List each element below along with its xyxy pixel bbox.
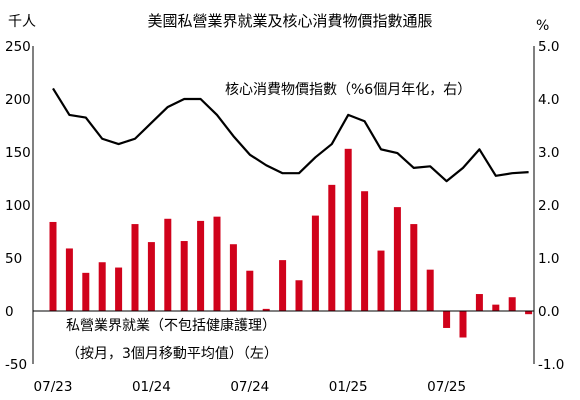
bar-08/25: [459, 311, 467, 338]
left-tick-label: -50: [5, 357, 27, 373]
bar-09/24: [279, 260, 287, 311]
bar-12/24: [328, 184, 336, 311]
right-tick-label: 2.0: [538, 198, 559, 214]
bar-05/24: [213, 216, 221, 311]
bar-series: [49, 148, 533, 338]
x-tick-label: 01/25: [329, 379, 368, 395]
x-tick-label: 07/25: [427, 379, 466, 395]
bar-11/24: [311, 215, 319, 311]
bar-04/24: [197, 220, 205, 311]
left-axis-ticks: 250 200 150 100 50 0 -50: [5, 39, 31, 373]
chart-title: 美國私營業界就業及核心消費物價指數通脹: [147, 12, 432, 30]
right-axis-unit: %: [536, 18, 549, 34]
left-axis-unit: 千人: [8, 14, 36, 30]
left-tick-label: 0: [5, 304, 14, 320]
bar-series-label-line1: 私營業界就業（不包括健康護理）: [66, 317, 276, 334]
bar-07/24: [246, 270, 254, 311]
bar-04/25: [393, 207, 401, 311]
bar-11/23: [115, 267, 123, 311]
bar-08/23: [65, 248, 73, 311]
right-tick-label: 1.0: [538, 251, 559, 267]
left-tick-label: 100: [5, 198, 31, 214]
bar-01/25: [344, 148, 352, 311]
bar-03/24: [180, 241, 188, 311]
bar-10/24: [295, 280, 303, 311]
left-tick-label: 200: [5, 92, 31, 108]
x-tick-label: 01/24: [132, 379, 171, 395]
right-tick-label: 4.0: [538, 92, 559, 108]
right-tick-label: 5.0: [538, 39, 559, 55]
bar-03/25: [377, 250, 385, 311]
bar-02/25: [361, 191, 369, 311]
bar-05/25: [410, 224, 418, 311]
left-tick-label: 250: [5, 39, 31, 55]
right-tick-label: 3.0: [538, 145, 559, 161]
bar-06/25: [426, 269, 434, 311]
bar-07/25: [443, 311, 451, 328]
bar-07/23: [49, 221, 57, 311]
bar-08/24: [262, 308, 270, 311]
core-cpi-line: [52, 87, 529, 183]
left-tick-label: 50: [5, 251, 22, 267]
bar-02/24: [164, 218, 172, 311]
right-tick-label: 0.0: [538, 304, 559, 320]
x-axis-ticks: 07/23 01/24 07/24 01/25 07/25: [34, 379, 467, 395]
x-tick-label: 07/24: [230, 379, 269, 395]
bar-10/23: [98, 262, 106, 311]
bar-11/25: [508, 297, 516, 311]
right-axis-ticks: 5.0 4.0 3.0 2.0 1.0 0.0 -1.0: [538, 39, 564, 373]
bar-series-label-line2: （按月，3個月移動平均值）（左）: [66, 346, 278, 362]
bar-10/25: [492, 304, 500, 311]
bar-09/23: [82, 272, 90, 311]
bar-01/24: [147, 242, 155, 311]
line-series-label: 核心消費物價指數（%6個月年化，右）: [225, 81, 471, 98]
bar-09/25: [475, 294, 483, 311]
left-tick-label: 150: [5, 145, 31, 161]
x-tick-label: 07/23: [34, 379, 73, 395]
bar-06/24: [229, 244, 237, 311]
bar-12/25: [525, 311, 533, 315]
bar-12/23: [131, 224, 139, 311]
line-series: [52, 87, 529, 183]
right-tick-label: -1.0: [538, 357, 564, 373]
